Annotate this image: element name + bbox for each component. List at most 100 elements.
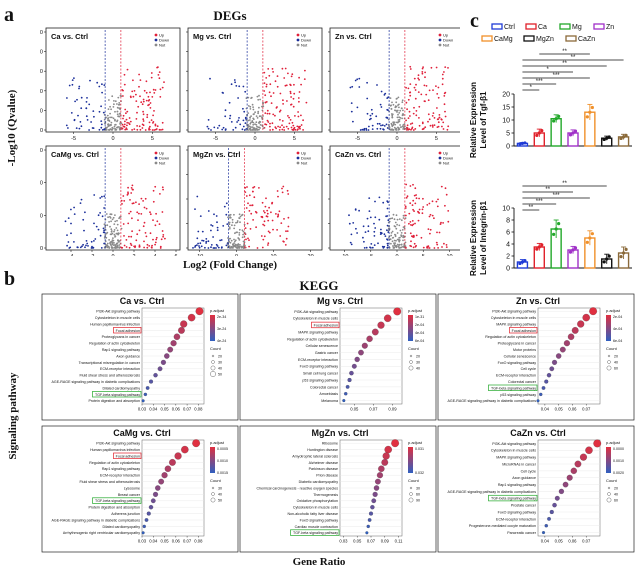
red-highlight-box [113, 452, 142, 459]
volcano-point [85, 115, 88, 118]
kegg-x-tick-label: 0.07 [183, 407, 192, 412]
volcano-point [362, 225, 365, 228]
legend-marker [154, 161, 158, 165]
volcano-point [159, 88, 162, 91]
volcano-point [152, 200, 155, 203]
volcano-point [392, 247, 395, 249]
volcano-point [239, 215, 242, 218]
kegg-term-label: p53 signaling pathway [302, 378, 338, 382]
volcano-point [109, 225, 111, 228]
volcano-point [433, 117, 436, 119]
volcano-point [242, 230, 245, 233]
volcano-point [442, 121, 445, 124]
volcano-point [365, 127, 368, 130]
kegg-bubble [174, 452, 182, 460]
volcano-point [276, 106, 278, 108]
volcano-point [213, 213, 215, 216]
volcano-point [258, 128, 260, 131]
volcano-point [277, 125, 279, 128]
volcano-point [160, 238, 163, 241]
volcano-point [82, 243, 84, 246]
volcano-point [123, 235, 125, 237]
volcano-point [250, 212, 253, 215]
kegg-x-tick-label: 0.05 [353, 539, 362, 544]
kegg-bubble [143, 392, 148, 397]
volcano-point [428, 215, 431, 218]
volcano-point [113, 230, 115, 233]
volcano-point [289, 90, 292, 93]
kegg-grid: Ca vs. Ctrl PI3K-Akt signaling pathway Cyt… [40, 292, 636, 554]
sig-label: ** [562, 49, 567, 55]
volcano-point [253, 196, 256, 199]
sig-label: *** [553, 73, 561, 79]
volcano-point [396, 111, 398, 113]
volcano-point [217, 246, 220, 249]
volcano-point [283, 218, 285, 220]
volcano-point [373, 244, 376, 247]
volcano-point [97, 228, 100, 231]
volcano-point [269, 125, 271, 128]
volcano-point [142, 113, 145, 116]
volcano-point [272, 92, 275, 94]
volcano-point [358, 209, 360, 212]
red-highlight-box [311, 321, 340, 329]
volcano-point [248, 245, 251, 248]
volcano-point [100, 123, 103, 126]
kegg-x-tick-label: 0.03 [339, 539, 348, 544]
kegg-bubble [351, 363, 357, 369]
sig-label: ** [529, 205, 534, 211]
volcano-point [398, 106, 400, 109]
volcano-point [383, 125, 386, 127]
legend-label: CaMg [494, 36, 513, 43]
volcano-point [251, 120, 254, 122]
kegg-term-label: Huntington disease [307, 448, 338, 452]
volcano-point [112, 244, 115, 247]
data-dot [554, 117, 558, 121]
volcano-point [228, 245, 231, 248]
volcano-point [143, 206, 146, 209]
volcano-point [152, 88, 155, 91]
count-legend-circle [211, 492, 215, 496]
volcano-point [369, 246, 371, 249]
kegg-frame [239, 293, 437, 421]
volcano-point [252, 113, 255, 116]
kegg-term-label: Prostate cancer [511, 504, 537, 508]
volcano-point [386, 246, 389, 249]
data-dot [552, 119, 556, 123]
volcano-point [236, 220, 239, 222]
kegg-bubble [180, 320, 188, 328]
kegg-term-label: Transcriptional misregulation in cancer [79, 361, 141, 365]
kegg-bubble [347, 377, 352, 383]
volcano-point [83, 229, 85, 232]
volcano-point [238, 228, 241, 231]
volcano-point [87, 245, 89, 247]
kegg-bubble [370, 505, 375, 510]
volcano-point [148, 128, 150, 131]
volcano-point [443, 103, 446, 106]
volcano-point [242, 119, 245, 122]
volcano-point [424, 100, 426, 103]
kegg-term-label: MAPK signaling pathway [298, 330, 338, 334]
volcano-point [143, 246, 145, 249]
kegg-term-label: Human papillomavirus infection [90, 322, 140, 326]
kegg-bubble [146, 511, 151, 516]
volcano-point [408, 222, 410, 225]
padj-colorbar [408, 447, 413, 473]
tgf-ylabel: Relative Expression Level of Tgf-β1 [469, 82, 488, 158]
kegg-term-label: MicroRNAs in cancer [502, 462, 537, 466]
volcano-point [432, 112, 435, 114]
volcano-point [114, 243, 116, 246]
volcano-point [415, 234, 418, 237]
volcano-point [100, 120, 103, 122]
kegg-x-tick-label: 0.05 [555, 407, 564, 412]
volcano-point [426, 245, 429, 248]
sig-label: *** [553, 193, 561, 199]
volcano-point [411, 122, 414, 125]
volcano-point [116, 119, 119, 122]
volcano-point [85, 244, 87, 247]
volcano-point [235, 246, 237, 249]
volcano-point [101, 195, 103, 198]
kegg-panel-title: CaZn vs. Ctrl [510, 428, 566, 438]
volcano-point [153, 129, 156, 131]
